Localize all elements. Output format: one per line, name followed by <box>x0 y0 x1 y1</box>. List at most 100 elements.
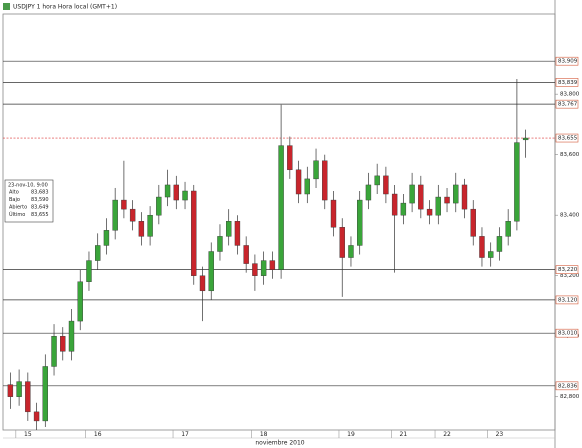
x-tick-label: 21 <box>400 431 408 438</box>
level-label-box <box>555 133 579 143</box>
candle-body <box>7 384 14 397</box>
chart-icon[interactable] <box>3 3 10 10</box>
candle-body <box>304 178 310 195</box>
level-label: 83,010 <box>558 331 578 337</box>
level-label: 83,220 <box>558 267 578 273</box>
info-value: 83,649 <box>31 205 49 211</box>
candle-body <box>418 184 424 210</box>
candle-body <box>287 145 293 171</box>
info-label: Alto <box>9 190 19 196</box>
candle-body <box>156 196 162 216</box>
candle-body <box>470 208 476 237</box>
y-tick-label: 83,800 <box>560 92 580 98</box>
candle-body <box>42 366 48 422</box>
candle-body <box>51 336 57 367</box>
candle-body <box>182 190 188 201</box>
candle-body <box>147 214 153 237</box>
candle-body <box>138 221 145 237</box>
candle-body <box>25 381 31 413</box>
candle-body <box>208 251 214 292</box>
x-tick-label: 17 <box>181 431 189 438</box>
chart-title: USDJPY 1 hora Hora local (GMT+1) <box>13 4 117 11</box>
y-tick-label: 82,800 <box>560 394 580 400</box>
candle-body <box>461 184 468 210</box>
level-label-box <box>555 295 579 305</box>
candle-body <box>269 260 276 270</box>
candle-body <box>94 245 101 261</box>
candle-body <box>313 160 319 180</box>
candle-body <box>322 160 328 201</box>
candle-body <box>60 336 66 352</box>
level-label: 83,839 <box>558 80 578 86</box>
candle-body <box>400 202 407 216</box>
candle-body <box>16 381 22 397</box>
candle-body <box>330 199 337 228</box>
x-tick-label: 18 <box>260 431 268 438</box>
candle-body <box>295 169 302 195</box>
candle-body <box>112 199 118 231</box>
candle-body <box>435 196 441 216</box>
candle-body <box>488 251 494 258</box>
level-label: 83,909 <box>558 59 578 65</box>
x-tick-label: 23 <box>496 431 504 438</box>
level-label-box <box>555 265 579 274</box>
x-tick-label: 19 <box>347 431 355 438</box>
info-date: 23-nov-10, 9:00 <box>8 183 48 189</box>
x-axis-title: noviembre 2010 <box>255 440 304 447</box>
candle-body <box>505 221 511 237</box>
candle-body <box>522 137 529 141</box>
candle-body <box>68 320 75 352</box>
candle-body <box>225 221 232 237</box>
info-value: 83,683 <box>31 190 49 196</box>
info-label: Último <box>9 211 25 218</box>
candle-body <box>173 184 180 201</box>
level-label-box <box>555 78 579 87</box>
candle-body <box>191 190 197 276</box>
candle-body <box>409 184 415 204</box>
candle-body <box>252 263 258 276</box>
candle-body <box>234 221 241 246</box>
candle-body <box>391 193 398 216</box>
info-label: Abierto <box>9 205 27 211</box>
level-label: 83,655 <box>558 136 578 142</box>
y-tick-label: 83,200 <box>560 273 580 279</box>
candle-body <box>243 245 249 264</box>
level-label: 82,836 <box>558 383 578 389</box>
level-label-box <box>555 328 579 338</box>
candle-body <box>514 142 520 222</box>
candle-body <box>444 196 450 204</box>
candle-body <box>365 184 372 201</box>
candle-body <box>33 411 40 422</box>
level-label-box <box>555 99 579 109</box>
candle-body <box>103 230 110 246</box>
x-tick-label: 22 <box>443 431 451 438</box>
info-box-frame <box>4 179 54 223</box>
candle-body <box>383 175 389 195</box>
y-tick-label: 83,600 <box>560 152 580 158</box>
level-label-box <box>555 381 579 391</box>
level-label: 83,120 <box>558 297 578 303</box>
candle-body <box>217 236 223 252</box>
info-label: Bajo <box>9 197 20 203</box>
candle-body <box>199 275 206 292</box>
level-label-box <box>555 56 579 66</box>
candle-body <box>496 236 503 252</box>
x-tick-label: 15 <box>24 431 32 438</box>
candle-body <box>453 184 459 204</box>
y-tick-label: 83,400 <box>560 213 580 219</box>
info-value: 83,655 <box>31 212 49 218</box>
info-value: 83,590 <box>31 197 49 203</box>
candle-body <box>348 245 354 258</box>
candle-body <box>278 145 284 270</box>
candle-body <box>86 260 92 282</box>
candle-body <box>357 199 363 246</box>
candle-body <box>129 208 136 222</box>
candle-body <box>339 227 345 258</box>
level-label: 83,767 <box>558 102 578 108</box>
x-tick-label: 16 <box>94 431 102 438</box>
candle-body <box>164 184 171 198</box>
candle-body <box>77 281 83 322</box>
candle-body <box>426 208 433 216</box>
